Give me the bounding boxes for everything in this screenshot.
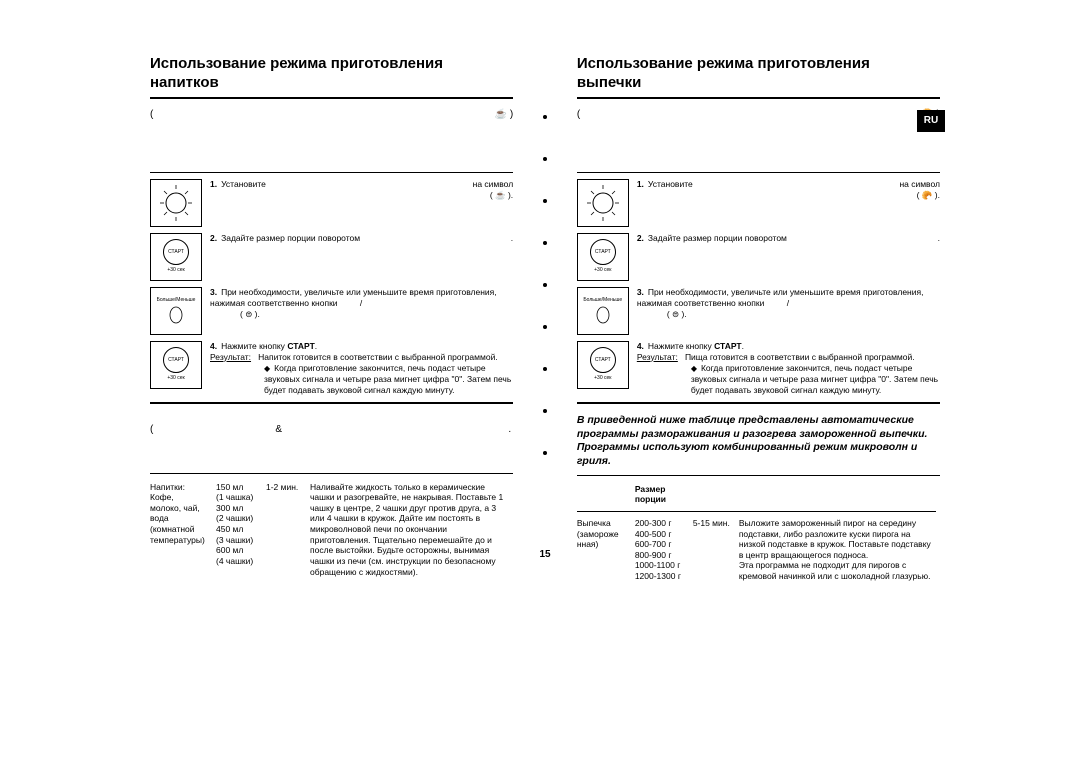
left-column: Использование режима приготовления напит…: [150, 55, 513, 584]
baking-table: Размер порции Выпечка (замороже нная) 20…: [577, 482, 940, 584]
divider: [577, 475, 940, 476]
divider: [150, 473, 513, 474]
beverage-table: Напитки: Кофе, молоко, чай, вода (комнат…: [150, 480, 513, 580]
left-subtitle: напитков: [150, 74, 513, 93]
left-title: Использование режима приготовления: [150, 55, 513, 72]
start-button-illustration: СТАРТ +30 сек: [150, 341, 202, 389]
manual-page: RU Использование режима приготовления на…: [150, 55, 940, 584]
right-table-intro: В приведенной ниже таблице представлены …: [577, 414, 940, 469]
step-row: СТАРТ +30 сек 4.Нажмите кнопку СТАРТ. Ре…: [150, 341, 513, 397]
coffee-icon: [495, 109, 507, 120]
mode-dial-illustration: [150, 179, 202, 227]
step-row: СТАРТ +30 сек 2.Задайте размер порции по…: [150, 233, 513, 281]
left-table-paren: (&.: [150, 424, 513, 437]
two-column-layout: Использование режима приготовления напит…: [150, 55, 940, 584]
divider: [150, 172, 513, 173]
time-buttons-illustration: Больше/Меньше: [150, 287, 202, 335]
step-row: СТАРТ +30 сек 2.Задайте размер порции по…: [577, 233, 940, 281]
divider: [577, 97, 940, 99]
step-text: 1.Установите на символ ( ☕ ).: [210, 179, 513, 201]
step-row: Больше/Меньше 3.При необходимости, увели…: [577, 287, 940, 335]
right-paren: ( ): [577, 109, 940, 122]
start-button-illustration: СТАРТ +30 сек: [577, 341, 629, 389]
mode-dial-illustration: [577, 179, 629, 227]
step-row: СТАРТ +30 сек 4.Нажмите кнопку СТАРТ. Ре…: [577, 341, 940, 397]
right-title: Использование режима приготовления: [577, 55, 940, 72]
divider: [150, 97, 513, 99]
time-buttons-illustration: Больше/Меньше: [577, 287, 629, 335]
left-paren: ( ): [150, 109, 513, 122]
page-number: 15: [150, 549, 940, 562]
divider: [577, 402, 940, 404]
step-row: Больше/Меньше 3.При необходимости, увели…: [150, 287, 513, 335]
step-text: 4.Нажмите кнопку СТАРТ. Результат: Пища …: [637, 341, 940, 397]
right-subtitle: выпечки: [577, 74, 940, 93]
step-text: 3.При необходимости, увеличьте или умень…: [210, 287, 513, 320]
step-row: 1.Установите на символ ( 🥐 ).: [577, 179, 940, 227]
step-text: 3.При необходимости, увеличьте или умень…: [637, 287, 940, 320]
diamond-bullet-icon: [691, 363, 701, 373]
divider: [577, 172, 940, 173]
step-text: 2.Задайте размер порции поворотом .: [637, 233, 940, 244]
fold-marks: [541, 55, 549, 584]
step-row: 1.Установите на символ ( ☕ ).: [150, 179, 513, 227]
divider: [150, 402, 513, 404]
portion-dial-illustration: СТАРТ +30 сек: [150, 233, 202, 281]
portion-dial-illustration: СТАРТ +30 сек: [577, 233, 629, 281]
right-column: Использование режима приготовления выпеч…: [577, 55, 940, 584]
step-text: 1.Установите на символ ( 🥐 ).: [637, 179, 940, 201]
step-text: 4.Нажмите кнопку СТАРТ. Результат: Напит…: [210, 341, 513, 397]
step-text: 2.Задайте размер порции поворотом .: [210, 233, 513, 244]
diamond-bullet-icon: [264, 363, 274, 373]
language-tab: RU: [917, 110, 945, 132]
